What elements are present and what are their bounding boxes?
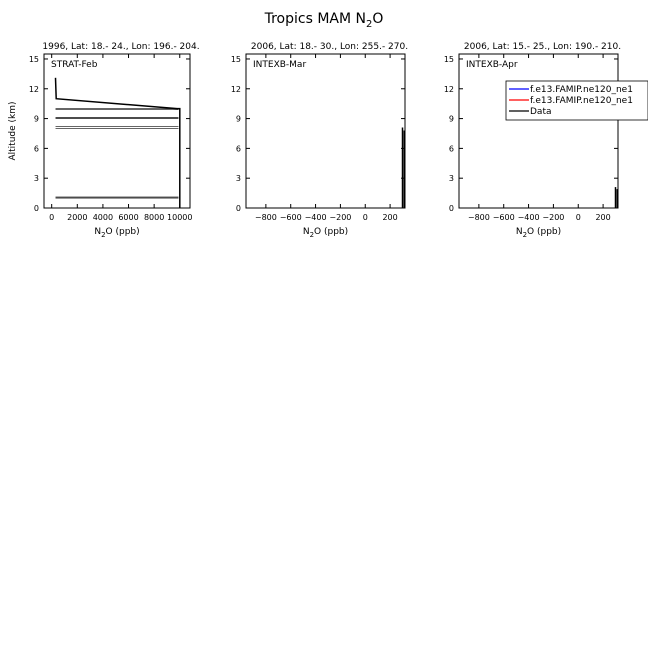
plot-frame <box>458 53 619 209</box>
legend-box <box>505 80 648 121</box>
x-tick-label: 2000 <box>67 213 87 222</box>
x-axis-label: N2O (ppb) <box>94 227 139 239</box>
x-tick-label: −200 <box>542 213 564 222</box>
panel-header: 1996, Lat: 18.- 24., Lon: 196.- 204. <box>42 42 199 52</box>
y-tick-label: 9 <box>34 115 39 124</box>
y-tick-label: 15 <box>231 55 241 64</box>
panel-header: 2006, Lat: 18.- 30., Lon: 255.- 270. <box>251 42 408 52</box>
x-tick-label: −400 <box>305 213 327 222</box>
x-tick-label: 8000 <box>144 213 164 222</box>
plot-frame <box>245 53 406 209</box>
x-tick-label: 10000 <box>167 213 192 222</box>
inset-label: INTEXB-Apr <box>466 60 518 70</box>
chart-panel-1: 1996, Lat: 18.- 24., Lon: 196.- 204. STRA… <box>8 42 200 239</box>
panel-header: 2006, Lat: 15.- 25., Lon: 190.- 210. <box>464 42 621 52</box>
chart-panel-3: 2006, Lat: 15.- 25., Lon: 190.- 210. INTE… <box>444 42 648 239</box>
y-tick-label: 3 <box>449 174 454 183</box>
x-tick-label: 6000 <box>118 213 138 222</box>
inset-label: STRAT-Feb <box>51 60 98 70</box>
x-tick-label: −600 <box>280 213 302 222</box>
y-tick-label: 6 <box>34 144 39 153</box>
x-axis-label: N2O (ppb) <box>303 227 348 239</box>
inset-label: INTEXB-Mar <box>253 60 306 70</box>
y-tick-label: 15 <box>444 55 454 64</box>
y-tick-label: 12 <box>444 85 454 94</box>
y-tick-label: 3 <box>236 174 241 183</box>
x-tick-label: 200 <box>595 213 610 222</box>
y-tick-label: 12 <box>231 85 241 94</box>
x-tick-label: 0 <box>363 213 368 222</box>
x-tick-label: 0 <box>49 213 54 222</box>
legend: f.e13.FAMIP.ne120_ne1f.e13.FAMIP.ne120_n… <box>505 80 648 121</box>
y-tick-label: 9 <box>236 115 241 124</box>
y-axis-label: Altitude (km) <box>8 101 18 160</box>
x-tick-label: −400 <box>518 213 540 222</box>
legend-label: Data <box>530 107 552 117</box>
y-tick-label: 0 <box>449 204 454 213</box>
x-tick-label: −200 <box>329 213 351 222</box>
chart-panel-2: 2006, Lat: 18.- 30., Lon: 255.- 270. INTE… <box>231 42 408 239</box>
x-tick-label: 200 <box>382 213 397 222</box>
y-tick-label: 15 <box>29 55 39 64</box>
y-tick-label: 9 <box>449 115 454 124</box>
plot-frame <box>43 53 191 209</box>
x-tick-label: −800 <box>468 213 490 222</box>
x-tick-label: 4000 <box>93 213 113 222</box>
legend-label: f.e13.FAMIP.ne120_ne1 <box>530 85 633 95</box>
x-axis-label: N2O (ppb) <box>516 227 561 239</box>
y-tick-label: 0 <box>236 204 241 213</box>
figure-title: Tropics MAM N2O <box>264 11 384 30</box>
y-tick-label: 3 <box>34 174 39 183</box>
x-tick-label: −800 <box>255 213 277 222</box>
x-tick-label: −600 <box>493 213 515 222</box>
x-tick-label: 0 <box>576 213 581 222</box>
y-tick-label: 6 <box>449 144 454 153</box>
y-tick-label: 12 <box>29 85 39 94</box>
y-tick-label: 6 <box>236 144 241 153</box>
series-line <box>54 77 181 208</box>
legend-label: f.e13.FAMIP.ne120_ne1 <box>530 96 633 106</box>
y-tick-label: 0 <box>34 204 39 213</box>
